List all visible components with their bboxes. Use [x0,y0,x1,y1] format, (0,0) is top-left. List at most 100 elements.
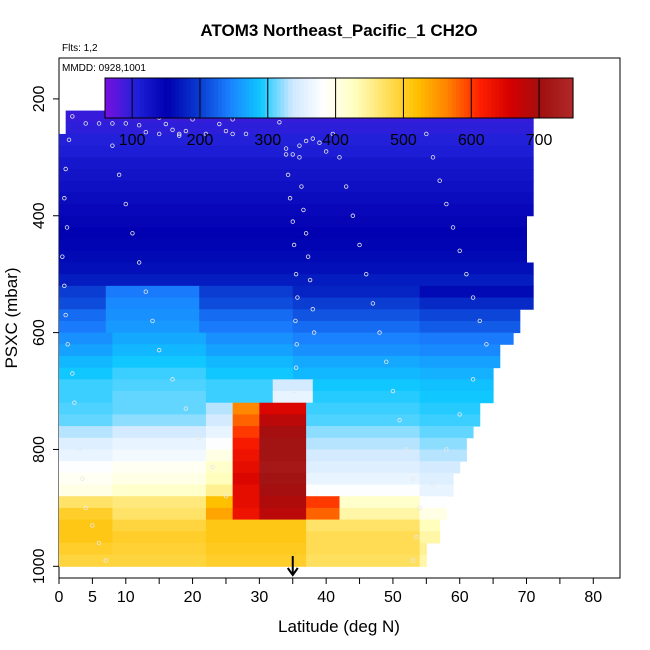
track-point [64,225,70,230]
colorbar-segment [432,78,438,118]
heatmap-cell [259,507,307,521]
track-point [60,254,65,259]
colorbar-tick-label: 500 [390,132,417,149]
colorbar-segment [479,78,484,118]
colorbar-segment [136,78,141,118]
track-point [484,342,489,347]
colorbar-segment [163,78,168,118]
track-point [80,476,85,481]
colorbar-segment [549,78,555,118]
colorbar-segment [147,78,153,118]
heatmap-cell [259,414,307,427]
heatmap-cell [205,472,234,486]
heatmap-cell [205,379,274,392]
colorbar-segment [222,78,227,118]
heatmap-cell [259,496,307,509]
heatmap-cell [59,180,534,193]
colorbar-segment [264,78,270,118]
heatmap-cell [292,309,421,322]
x-tick-label: 40 [317,589,335,606]
track-point [477,318,482,324]
heatmap-cell [59,274,534,287]
colorbar-segment [167,78,172,118]
colorbar-segment [452,78,457,118]
heatmap-cell [59,297,107,310]
colorbar-segment [186,78,192,118]
heatmap-cell [59,250,527,263]
heatmap-cell [112,414,207,427]
colorbar-segment [541,78,547,118]
colorbar-segment [495,78,500,118]
heatmap-cell [306,554,421,567]
heatmap-cell [112,531,207,544]
heatmap-cell [205,402,234,415]
heatmap-cell [205,355,294,369]
track-point [470,295,476,300]
x-tick-label: 80 [584,589,602,606]
heatmap-cell [205,531,307,544]
track-point [70,371,75,376]
heatmap-cell [59,192,534,205]
track-point [417,505,422,511]
colorbar-segment [350,78,356,118]
colorbar-segment [417,78,422,118]
colorbar-segment [557,78,562,118]
heatmap-cell [419,542,427,556]
track-point [223,494,229,499]
heatmap-cell [292,367,421,380]
heatmap-cell [232,402,260,415]
colorbar-segment [276,78,282,118]
track-point [424,131,429,137]
colorbar-segment [569,78,574,118]
heatmap-cell [59,215,527,228]
heatmap-cell [292,355,421,369]
heatmap-cell [232,449,260,462]
track-point [404,447,409,452]
colorbar-segment [190,78,196,118]
track-point [343,184,349,189]
colorbar-segment [467,78,473,118]
track-point [444,447,449,452]
colorbar-segment [225,78,231,118]
heatmap-cell [199,285,294,299]
colorbar-segment [206,78,211,118]
colorbar-segment [128,78,133,118]
colorbar-segment [374,78,379,118]
heatmap-cell [59,379,113,392]
flight-tracks [60,100,529,563]
heatmap-cell [306,519,421,532]
heatmap-cell [112,542,207,556]
heatmap-cell [112,379,207,392]
heatmap-cell [59,145,534,158]
track-point [290,152,295,157]
x-tick-label: 50 [384,589,402,606]
track-point [303,231,309,236]
track-point [350,213,356,218]
heatmap-cell [419,355,501,369]
track-point [163,121,169,127]
colorbar-segment [534,78,539,118]
heatmap-cell [292,285,421,299]
colorbar-segment [393,78,399,118]
colorbar-segment [339,78,344,118]
track-point [390,388,396,394]
heatmap-cell [59,204,534,217]
colorbar-segment [444,78,449,118]
heatmap-cell [232,414,260,427]
colorbar-segment [331,78,336,118]
heatmap-cell [59,449,113,462]
heatmap-cell [112,344,207,357]
colorbar-segment [315,78,321,118]
heatmap-cell [205,496,234,509]
colorbar-segment [218,78,223,118]
track-point [183,128,189,134]
heatmap-cell [259,472,307,486]
colorbar-segment [537,78,543,118]
heatmap-cell [272,379,314,392]
heatmap-cell [292,320,421,334]
track-point [317,140,322,145]
heatmap-cell [419,379,494,392]
colorbar-segment [300,78,305,118]
heatmap-cell [306,507,340,521]
track-point [156,347,162,353]
